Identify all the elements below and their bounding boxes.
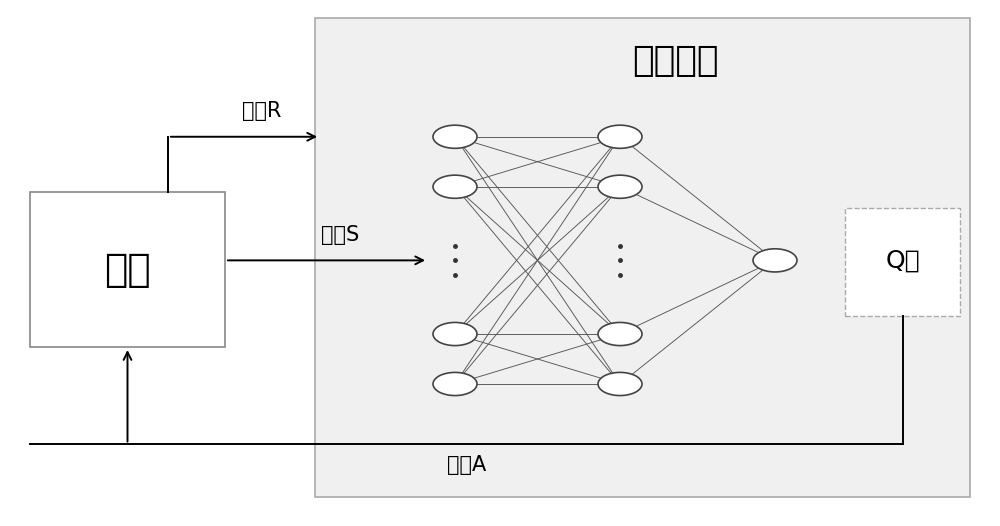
Bar (315, 18, 970, 497)
Circle shape (753, 249, 797, 272)
Text: 奖励R: 奖励R (242, 101, 281, 121)
Bar (845, 208, 960, 316)
Text: Q值: Q值 (885, 248, 920, 272)
Circle shape (433, 175, 477, 198)
Circle shape (433, 372, 477, 396)
Circle shape (598, 372, 642, 396)
Circle shape (433, 125, 477, 148)
Text: 环境: 环境 (104, 250, 151, 289)
Text: 神经网络: 神经网络 (632, 45, 719, 78)
Circle shape (433, 322, 477, 346)
Bar (30, 192, 225, 347)
Circle shape (598, 175, 642, 198)
Circle shape (598, 125, 642, 148)
Text: 状态S: 状态S (321, 225, 359, 245)
Circle shape (598, 322, 642, 346)
Text: 动作A: 动作A (447, 455, 486, 475)
